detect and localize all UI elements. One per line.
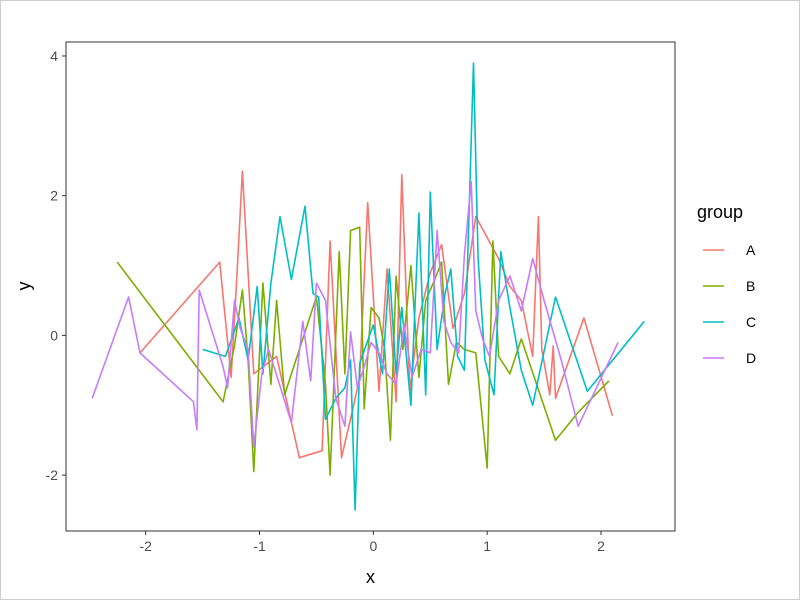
y-tick-label: -2 (46, 467, 59, 483)
y-axis-title: y (14, 282, 34, 291)
legend-item-a: A (703, 242, 756, 258)
series-line-c (202, 62, 645, 511)
x-tick-label: 0 (369, 538, 377, 554)
legend-label: B (746, 278, 755, 294)
y-tick-label: 2 (50, 188, 58, 204)
x-tick-label: -2 (139, 538, 152, 554)
x-tick-label: -1 (253, 538, 266, 554)
legend: group A B C D (697, 202, 756, 366)
series-line-d (91, 180, 619, 449)
legend-label: A (746, 242, 756, 258)
legend-title: group (697, 202, 743, 222)
x-tick-label: 1 (483, 538, 491, 554)
y-tick-label: 0 (50, 327, 58, 343)
series-layer (91, 62, 645, 511)
y-tick-label: 4 (50, 48, 58, 64)
plot-panel (65, 41, 676, 532)
x-axis-title: x (366, 567, 375, 587)
legend-item-d: D (703, 350, 756, 366)
legend-label: C (746, 314, 756, 330)
legend-item-b: B (703, 278, 755, 294)
legend-item-c: C (703, 314, 756, 330)
x-axis: -2 -1 0 1 2 (139, 531, 605, 554)
x-tick-label: 2 (597, 538, 605, 554)
series-line-a (139, 170, 614, 459)
legend-label: D (746, 350, 756, 366)
y-axis: -2 0 2 4 (46, 48, 66, 483)
